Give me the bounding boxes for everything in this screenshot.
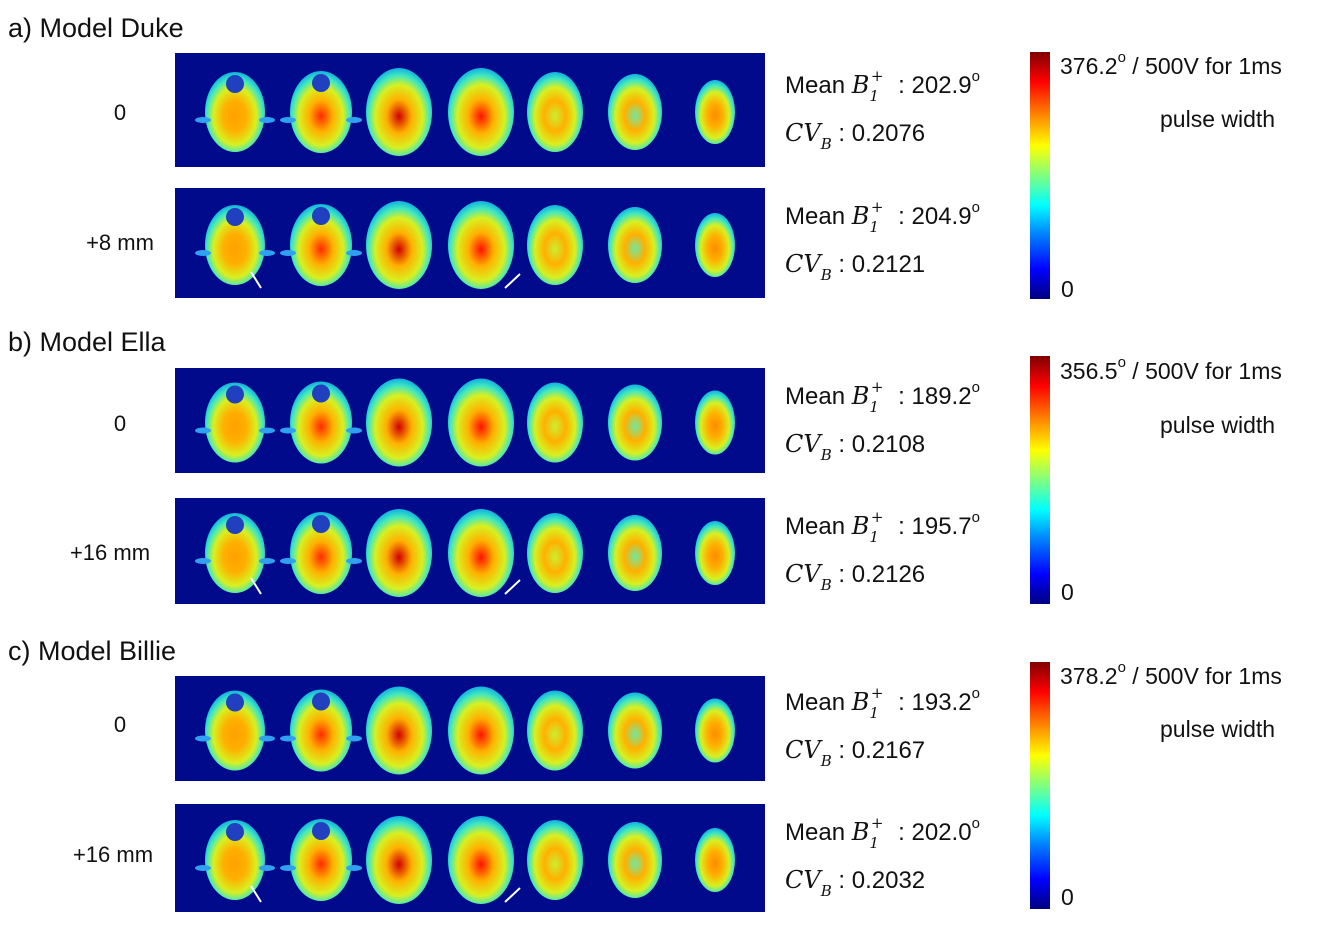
head-slice-6 [608, 515, 662, 591]
cv-b1-line: CVB : 0.2121 [785, 250, 926, 284]
head-slice-4 [448, 816, 514, 904]
head-slice-2 [290, 204, 352, 286]
panel-a-row2-image-strip [175, 188, 765, 298]
panel-b-colorbar-unit: pulse width [1160, 412, 1276, 438]
head-slice-5 [527, 513, 583, 593]
head-slice-5 [527, 382, 583, 463]
head-slice-3 [366, 686, 432, 775]
panel-b-row2-image-strip [175, 498, 765, 604]
panel-c-row1-offset: 0 [113, 712, 127, 737]
mean-b1-line: Mean B1+ : 195.7o [785, 508, 980, 546]
head-slice-7 [695, 521, 735, 585]
head-slice-5 [527, 205, 583, 285]
panel-a-row1-image-strip [175, 53, 765, 167]
head-slice-2 [290, 819, 352, 901]
head-slice-2 [290, 512, 352, 594]
panel-b-row1-image-strip [175, 368, 765, 473]
panel-b-row2-offset: +16 mm [69, 540, 151, 565]
head-slice-5 [527, 820, 583, 900]
head-slice-1 [205, 690, 265, 771]
head-slice-1 [205, 820, 265, 900]
panel-b-colorbar-min-label: 0 [1061, 579, 1074, 605]
panel-a-row1-stats: Mean B1+ : 202.9o CVB : 0.2076 [785, 67, 980, 164]
head-slice-4 [448, 509, 514, 597]
head-slice-6 [608, 74, 662, 150]
head-slice-1 [205, 205, 265, 285]
head-slice-3 [366, 68, 432, 156]
panel-b-colorbar [1030, 356, 1050, 604]
head-slice-7 [695, 828, 735, 892]
panel-a-colorbar [1030, 52, 1050, 299]
cv-b1-line: CVB : 0.2167 [785, 736, 926, 770]
panel-c-row2-offset: +16 mm [72, 842, 154, 867]
panel-a-title: a) Model Duke [8, 13, 184, 43]
panel-b-row2-stats: Mean B1+ : 195.7o CVB : 0.2126 [785, 508, 980, 605]
head-slice-3 [366, 378, 432, 467]
head-slice-6 [608, 822, 662, 898]
head-slice-7 [695, 698, 735, 763]
head-slice-3 [366, 816, 432, 904]
head-slice-1 [205, 72, 265, 152]
panel-a-colorbar-min-label: 0 [1061, 276, 1074, 302]
mean-b1-line: Mean B1+ : 189.2o [785, 378, 980, 416]
head-slice-6 [608, 384, 662, 461]
panel-b-row1-offset: 0 [113, 411, 127, 436]
cv-b1-line: CVB : 0.2108 [785, 430, 926, 464]
head-slice-2 [290, 71, 352, 153]
mean-b1-line: Mean B1+ : 193.2o [785, 684, 980, 722]
head-slice-4 [448, 686, 514, 775]
head-slice-1 [205, 513, 265, 593]
panel-b-title: b) Model Ella [8, 327, 166, 357]
head-slice-7 [695, 213, 735, 277]
panel-b-row1-stats: Mean B1+ : 189.2o CVB : 0.2108 [785, 378, 980, 475]
mean-b1-line: Mean B1+ : 202.0o [785, 814, 980, 852]
head-slice-3 [366, 201, 432, 289]
head-slice-7 [695, 80, 735, 144]
head-slice-5 [527, 72, 583, 152]
cv-b1-line: CVB : 0.2032 [785, 866, 926, 900]
panel-c-colorbar-unit: pulse width [1160, 716, 1276, 742]
head-slice-2 [290, 689, 352, 772]
panel-c-colorbar-min-label: 0 [1061, 884, 1074, 910]
panel-c-row2-stats: Mean B1+ : 202.0o CVB : 0.2032 [785, 814, 980, 911]
panel-b-colorbar-max-label: 356.5o / 500V for 1ms [1060, 354, 1282, 384]
panel-c-colorbar [1030, 662, 1050, 909]
head-slice-2 [290, 381, 352, 464]
head-slice-6 [608, 207, 662, 283]
panel-a-row1-offset: 0 [113, 100, 127, 125]
cv-b1-line: CVB : 0.2076 [785, 119, 926, 153]
panel-c-row2-image-strip [175, 804, 765, 912]
panel-c-colorbar-max-label: 378.2o / 500V for 1ms [1060, 659, 1282, 689]
panel-a-row2-stats: Mean B1+ : 204.9o CVB : 0.2121 [785, 198, 980, 295]
head-slice-5 [527, 690, 583, 771]
cv-b1-line: CVB : 0.2126 [785, 560, 926, 594]
mean-b1-line: Mean B1+ : 204.9o [785, 198, 980, 236]
head-slice-4 [448, 201, 514, 289]
panel-a-colorbar-max-label: 376.2o / 500V for 1ms [1060, 49, 1282, 79]
panel-c-title: c) Model Billie [8, 636, 177, 666]
head-slice-6 [608, 692, 662, 769]
panel-c-row1-image-strip [175, 676, 765, 781]
head-slice-3 [366, 509, 432, 597]
panel-c-row1-stats: Mean B1+ : 193.2o CVB : 0.2167 [785, 684, 980, 781]
panel-a-colorbar-unit: pulse width [1160, 106, 1276, 132]
mean-b1-line: Mean B1+ : 202.9o [785, 67, 980, 105]
head-slice-4 [448, 68, 514, 156]
head-slice-4 [448, 378, 514, 467]
panel-a-row2-offset: +8 mm [86, 230, 154, 255]
head-slice-7 [695, 390, 735, 455]
head-slice-1 [205, 382, 265, 463]
